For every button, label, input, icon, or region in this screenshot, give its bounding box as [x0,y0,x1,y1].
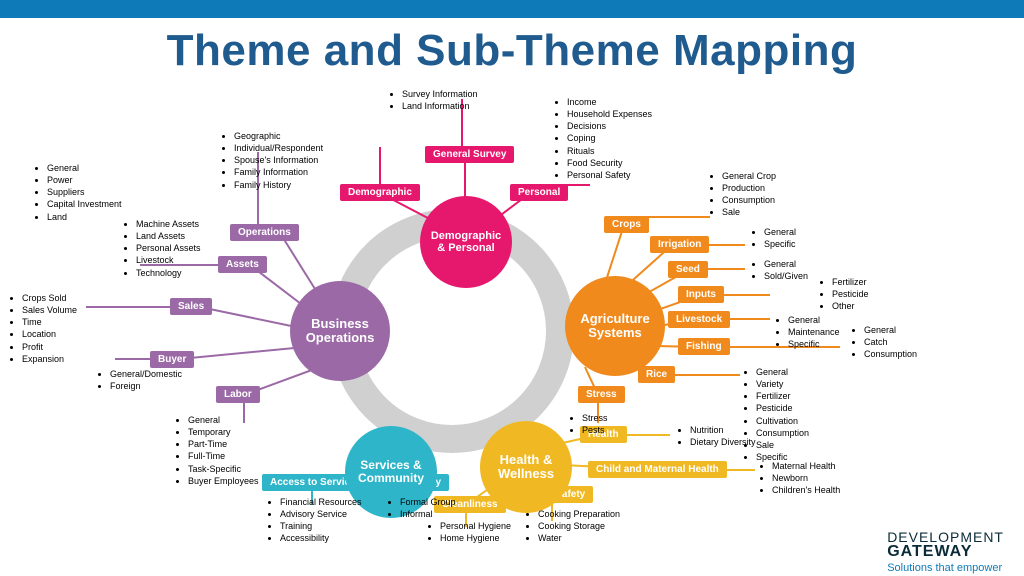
subtheme-rice: Rice [638,366,675,383]
subtheme-general-survey: General Survey [425,146,514,163]
bullet-group: Machine AssetsLand AssetsPersonal Assets… [124,218,201,279]
bullet-group: General CropProductionConsumptionSale [710,170,776,219]
subtheme-personal: Personal [510,184,568,201]
subtheme-child-and-maternal-health: Child and Maternal Health [588,461,727,478]
bullet-group: IncomeHousehold ExpensesDecisionsCopingR… [555,96,652,181]
bullet-group: GeneralVarietyFertilizerPesticideCultiva… [744,366,809,463]
brand-logo: DEVELOPMENTGATEWAYSolutions that empower [887,529,1004,574]
connector-line [200,306,296,328]
bullet-group: GeneralMaintenanceSpecific [776,314,840,350]
bullet-group: Survey InformationLand Information [390,88,478,112]
bullet-group: Financial ResourcesAdvisory ServiceTrain… [268,496,362,545]
connector-line [640,216,710,218]
subtheme-irrigation: Irrigation [650,236,709,253]
subtheme-seed: Seed [668,261,708,278]
bullet-group: GeographicIndividual/RespondentSpouse's … [222,130,323,191]
bullet-group: FertilizerPesticideOther [820,276,869,312]
subtheme-assets: Assets [218,256,267,273]
connector-line [180,346,305,360]
bullet-group: GeneralTemporaryPart-TimeFull-TimeTask-S… [176,414,259,487]
connector-line [666,374,740,376]
connector-line [379,147,381,185]
header-bar [0,0,1024,18]
bullet-group: Maternal HealthNewbornChildren's Health [760,460,840,496]
subtheme-operations: Operations [230,224,299,241]
theme-biz: BusinessOperations [290,281,390,381]
subtheme-sales: Sales [170,298,212,315]
connector-line [706,244,745,246]
bullet-group: Crops SoldSales VolumeTimeLocationProfit… [10,292,77,365]
bullet-group: Formal GroupInformal [388,496,456,520]
theme-agri: AgricultureSystems [565,276,665,376]
bullet-group: StressPests [570,412,608,436]
theme-health: Health &Wellness [480,421,572,513]
subtheme-labor: Labor [216,386,260,403]
logo-line2: GATEWAY [887,543,1004,561]
subtheme-stress: Stress [578,386,625,403]
bullet-group: Personal HygieneHome Hygiene [428,520,511,544]
connector-line [86,306,170,308]
theme-demo: Demographic& Personal [420,196,512,288]
bullet-group: General/DomesticForeign [98,368,182,392]
connector-line [115,358,150,360]
bullet-group: Cooking PreparationCooking StorageWater [526,508,620,544]
bullet-group: GeneralSold/Given [752,258,808,282]
logo-tagline: Solutions that empower [887,562,1004,574]
subtheme-inputs: Inputs [678,286,724,303]
subtheme-fishing: Fishing [678,338,730,355]
page-title: Theme and Sub-Theme Mapping [0,26,1024,76]
subtheme-demographic: Demographic [340,184,420,201]
bullet-group: GeneralSpecific [752,226,796,250]
subtheme-crops: Crops [604,216,649,233]
diagram-canvas: Operations Assets Sales Buyer Labor Demograph… [0,76,1024,576]
bullet-group: NutritionDietary Diversity [678,424,756,448]
bullet-group: GeneralCatchConsumption [852,324,917,360]
subtheme-buyer: Buyer [150,351,194,368]
subtheme-livestock: Livestock [668,311,730,328]
bullet-group: GeneralPowerSuppliersCapital InvestmentL… [35,162,122,223]
